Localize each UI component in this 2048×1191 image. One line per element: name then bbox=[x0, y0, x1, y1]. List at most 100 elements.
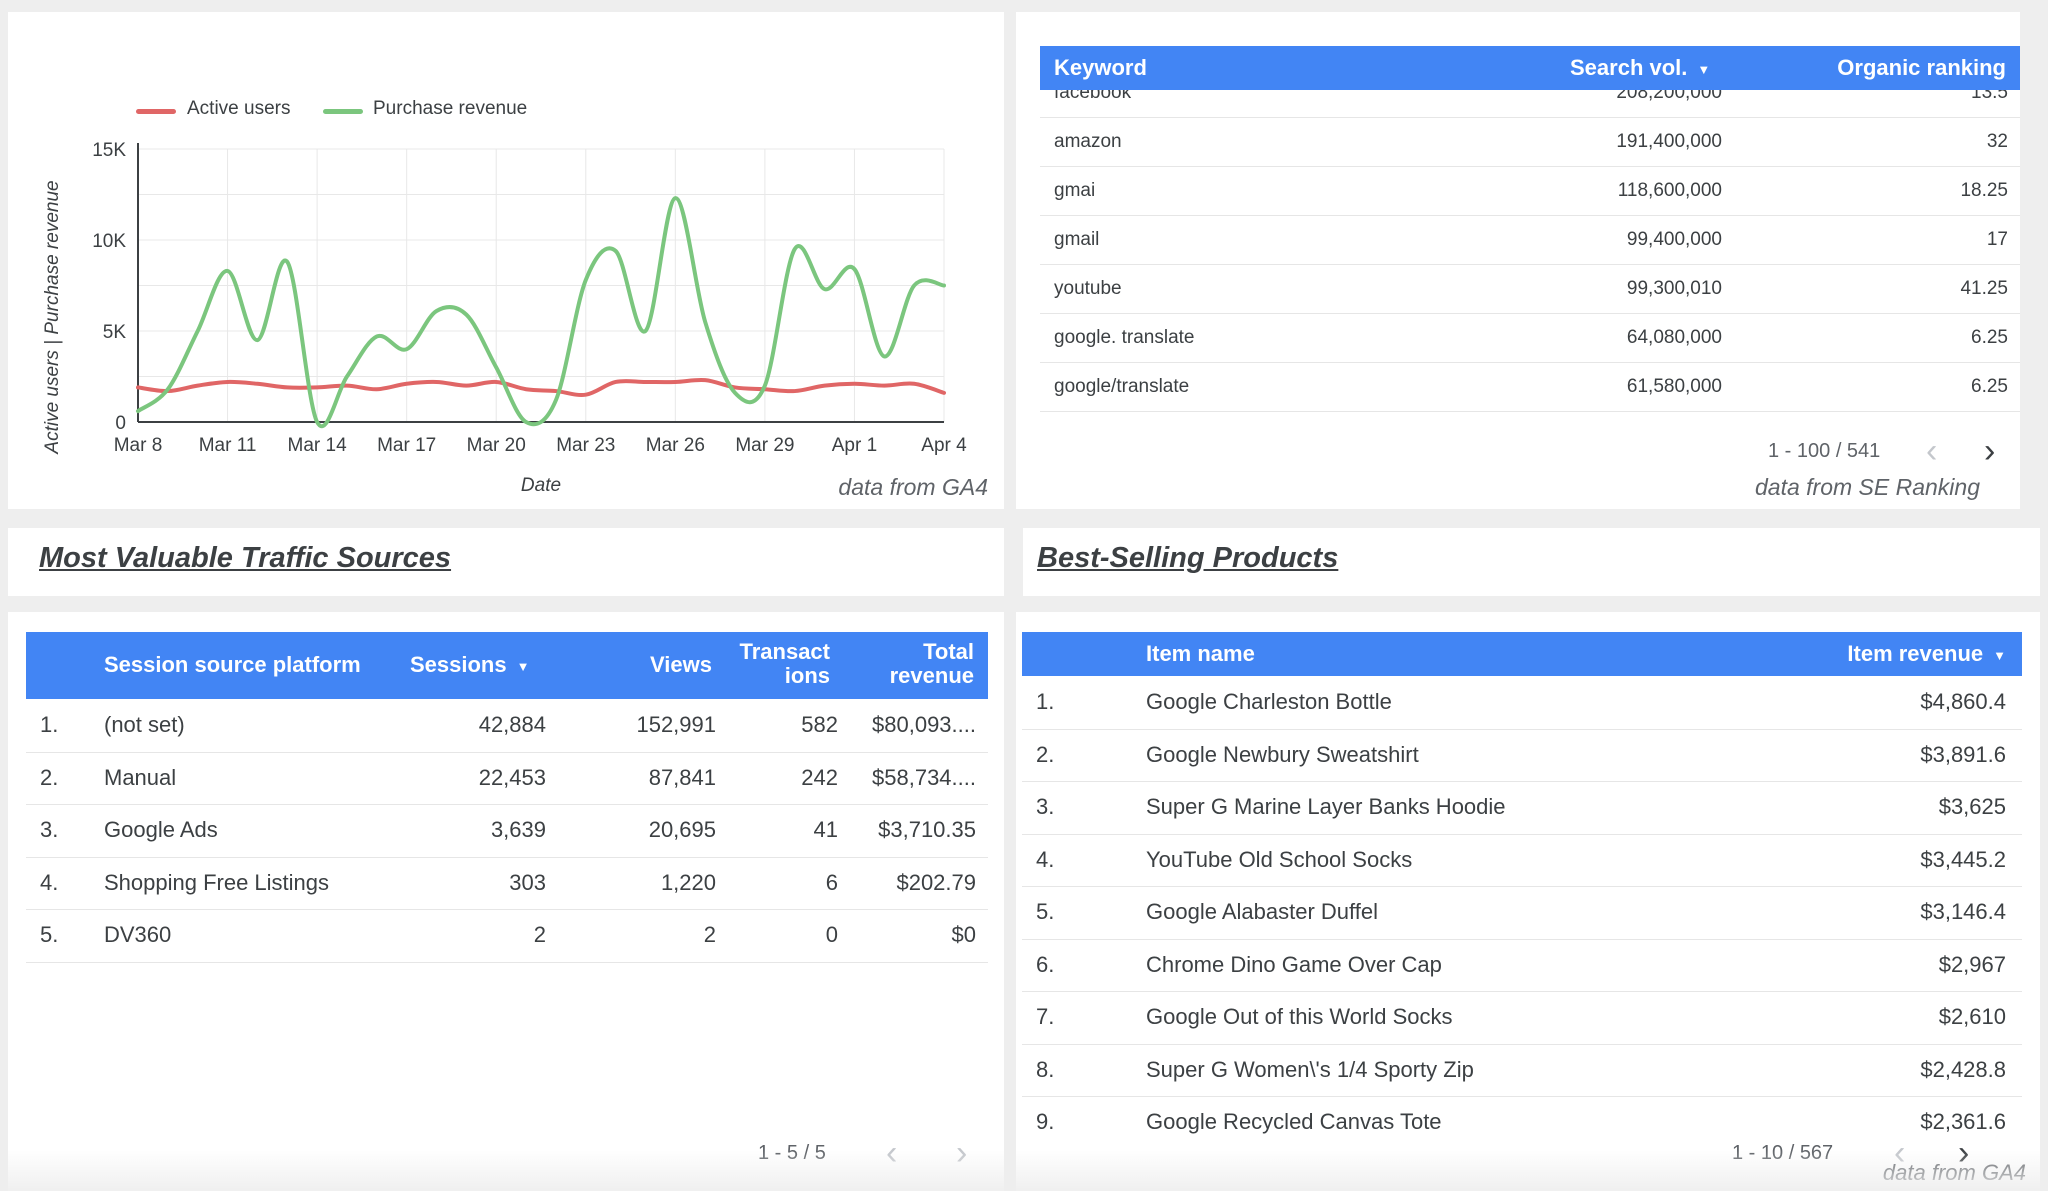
search-volume-cell: 64,080,000 bbox=[1626, 326, 1722, 348]
item-revenue-cell: $2,610 bbox=[1938, 1004, 2006, 1030]
table-row[interactable]: 2. Google Newbury Sweatshirt $3,891.6 bbox=[1022, 729, 2022, 782]
keyword-cell: gmail bbox=[1054, 228, 1100, 250]
keyword-cell: google/translate bbox=[1054, 375, 1190, 397]
column-header-platform[interactable]: Session source platform bbox=[104, 652, 361, 677]
row-index: 3. bbox=[1036, 794, 1055, 820]
organic-ranking-cell: 18.25 bbox=[1960, 179, 2008, 201]
item-name-cell: Google Charleston Bottle bbox=[1146, 689, 1392, 715]
keyword-cell: youtube bbox=[1054, 277, 1122, 299]
table-row[interactable]: 3. Super G Marine Layer Banks Hoodie $3,62… bbox=[1022, 781, 2022, 835]
chevron-right-icon[interactable]: › bbox=[956, 1134, 968, 1172]
x-tick-label: Mar 29 bbox=[735, 435, 794, 456]
column-header-transactions-line1: Transact bbox=[739, 639, 831, 664]
column-header-search-volume-label: Search vol. bbox=[1570, 55, 1688, 80]
column-header-transactions[interactable]: Transact ions bbox=[740, 640, 831, 688]
traffic-section-title[interactable]: Most Valuable Traffic Sources bbox=[39, 542, 452, 574]
column-header-item-revenue-label: Item revenue bbox=[1847, 641, 1984, 666]
traffic-section-header: Most Valuable Traffic Sources bbox=[8, 528, 1004, 596]
table-row[interactable]: 4. YouTube Old School Socks $3,445.2 bbox=[1022, 834, 2022, 887]
row-index: 8. bbox=[1036, 1056, 1055, 1082]
column-header-search-volume[interactable]: Search vol. ▼ bbox=[1570, 55, 1710, 81]
views-cell: 2 bbox=[703, 922, 716, 948]
x-axis-title: Date bbox=[521, 475, 561, 496]
x-tick-label: Mar 8 bbox=[114, 435, 163, 456]
item-name-cell: Google Out of this World Socks bbox=[1146, 1004, 1453, 1030]
sessions-cell: 22,453 bbox=[478, 764, 546, 790]
table-row[interactable]: 4. Shopping Free Listings 303 1,220 6 $202.79 bbox=[26, 857, 988, 910]
column-header-keyword[interactable]: Keyword bbox=[1054, 55, 1147, 80]
y-tick-label: 15K bbox=[92, 140, 126, 161]
item-revenue-cell: $3,625 bbox=[1938, 794, 2006, 820]
products-table-card: Item name Item revenue ▼ 1. Google Charles… bbox=[1016, 612, 2040, 1191]
column-header-item-name[interactable]: Item name bbox=[1146, 641, 1255, 666]
table-row[interactable]: 5. Google Alabaster Duffel $3,146.4 bbox=[1022, 886, 2022, 940]
row-index: 9. bbox=[1036, 1109, 1055, 1135]
item-revenue-cell: $2,428.8 bbox=[1920, 1056, 2006, 1082]
column-header-item-revenue[interactable]: Item revenue ▼ bbox=[1847, 641, 2006, 667]
search-volume-cell: 118,600,000 bbox=[1617, 179, 1722, 201]
table-row[interactable]: 8. Super G Women\'s 1/4 Sporty Zip $2,428.… bbox=[1022, 1044, 2022, 1097]
table-row[interactable]: 2. Manual 22,453 87,841 242 $58,734.... bbox=[26, 752, 988, 805]
platform-cell: Shopping Free Listings bbox=[104, 869, 330, 895]
table-row[interactable]: gmail 99,400,000 17 bbox=[1040, 215, 2020, 265]
chart-series bbox=[136, 196, 946, 428]
item-revenue-cell: $4,860.4 bbox=[1920, 689, 2006, 715]
table-row[interactable]: 6. Chrome Dino Game Over Cap $2,967 bbox=[1022, 939, 2022, 992]
table-row[interactable]: facebook 208,200,000 13.5 bbox=[1040, 90, 2020, 118]
column-header-organic-ranking[interactable]: Organic ranking bbox=[1837, 55, 2006, 80]
column-header-total-revenue[interactable]: Total revenue bbox=[890, 640, 974, 688]
traffic-table-header: Session source platform Sessions ▼ Views … bbox=[26, 632, 988, 699]
platform-cell: (not set) bbox=[104, 712, 185, 738]
column-header-views[interactable]: Views bbox=[650, 652, 712, 677]
column-header-sessions[interactable]: Sessions ▼ bbox=[410, 652, 529, 678]
keyword-table-body: facebook 208,200,000 13.5 amazon 191,400,000… bbox=[1040, 90, 2020, 428]
table-row[interactable]: 5. DV360 2 2 0 $0 bbox=[26, 909, 988, 963]
keyword-pager-label: 1 - 100 / 541 bbox=[1768, 440, 1881, 462]
sessions-cell: 2 bbox=[533, 922, 546, 948]
transactions-cell: 6 bbox=[825, 869, 838, 895]
x-tick-label: Mar 23 bbox=[556, 435, 615, 456]
table-row[interactable]: 1. (not set) 42,884 152,991 582 $80,093.... bbox=[26, 699, 988, 753]
keyword-cell: amazon bbox=[1054, 130, 1122, 152]
legend-swatch-active-users bbox=[136, 109, 176, 114]
x-tick-label: Apr 1 bbox=[832, 435, 877, 456]
products-section-title[interactable]: Best-Selling Products bbox=[1037, 542, 1339, 574]
views-cell: 87,841 bbox=[648, 764, 716, 790]
table-row[interactable]: youtube 99,300,010 41.25 bbox=[1040, 264, 2020, 314]
chevron-left-icon[interactable]: ‹ bbox=[1926, 432, 1938, 470]
table-row[interactable]: 3. Google Ads 3,639 20,695 41 $3,710.35 bbox=[26, 804, 988, 858]
keyword-table-card: Keyword Search vol. ▼ Organic ranking fac… bbox=[1016, 12, 2020, 509]
products-pager-label: 1 - 10 / 567 bbox=[1732, 1142, 1834, 1164]
table-row[interactable]: 1. Google Charleston Bottle $4,860.4 bbox=[1022, 676, 2022, 730]
row-index: 4. bbox=[40, 869, 59, 895]
legend-swatch-purchase-revenue bbox=[323, 109, 363, 114]
table-row[interactable]: google. translate 64,080,000 6.25 bbox=[1040, 313, 2020, 363]
series-line-active-users bbox=[136, 377, 946, 398]
item-name-cell: Super G Women\'s 1/4 Sporty Zip bbox=[1146, 1056, 1474, 1082]
total-revenue-cell: $3,710.35 bbox=[878, 817, 976, 843]
legend-label-active-users[interactable]: Active users bbox=[187, 98, 291, 119]
sessions-cell: 3,639 bbox=[490, 817, 546, 843]
platform-cell: Google Ads bbox=[104, 817, 218, 843]
table-row[interactable]: amazon 191,400,000 32 bbox=[1040, 117, 2020, 167]
table-row[interactable]: gmai 118,600,000 18.25 bbox=[1040, 166, 2020, 216]
traffic-pager-label: 1 - 5 / 5 bbox=[758, 1142, 826, 1164]
column-header-sessions-label: Sessions bbox=[410, 652, 507, 677]
table-row[interactable]: google/translate 61,580,000 6.25 bbox=[1040, 362, 2020, 412]
item-revenue-cell: $3,891.6 bbox=[1920, 741, 2006, 767]
row-index: 1. bbox=[1036, 689, 1055, 715]
table-row[interactable]: 7. Google Out of this World Socks $2,610 bbox=[1022, 991, 2022, 1045]
y-tick-label: 5K bbox=[103, 322, 127, 343]
item-revenue-cell: $2,361.6 bbox=[1920, 1109, 2006, 1135]
x-tick-label: Mar 17 bbox=[377, 435, 436, 456]
chevron-right-icon[interactable]: › bbox=[1984, 432, 1996, 470]
keyword-cell: facebook bbox=[1054, 90, 1132, 103]
item-name-cell: Google Newbury Sweatshirt bbox=[1146, 741, 1419, 767]
legend-label-purchase-revenue[interactable]: Purchase revenue bbox=[373, 98, 528, 119]
chevron-left-icon[interactable]: ‹ bbox=[886, 1134, 898, 1172]
item-revenue-cell: $3,445.2 bbox=[1920, 846, 2006, 872]
table-row[interactable]: 9. Google Recycled Canvas Tote $2,361.6 bbox=[1022, 1096, 2022, 1143]
row-index: 3. bbox=[40, 817, 59, 843]
item-name-cell: Google Alabaster Duffel bbox=[1146, 899, 1378, 925]
item-name-cell: YouTube Old School Socks bbox=[1146, 846, 1413, 872]
